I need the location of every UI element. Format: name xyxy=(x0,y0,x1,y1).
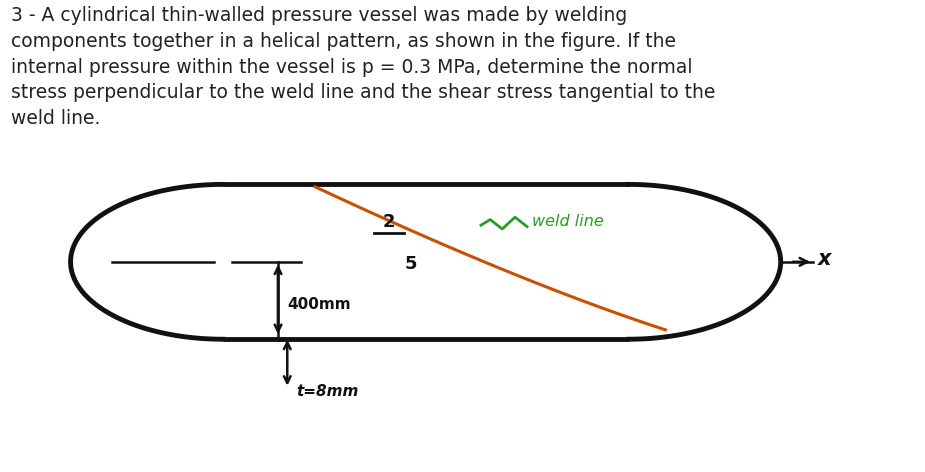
Text: weld line: weld line xyxy=(532,214,603,229)
Text: t=8mm: t=8mm xyxy=(297,384,359,399)
Text: x: x xyxy=(818,250,831,270)
Text: 3 - A cylindrical thin-walled pressure vessel was made by welding
components tog: 3 - A cylindrical thin-walled pressure v… xyxy=(10,6,715,128)
Text: 2: 2 xyxy=(383,213,395,231)
Text: 5: 5 xyxy=(404,255,417,273)
Text: 400mm: 400mm xyxy=(288,296,351,312)
